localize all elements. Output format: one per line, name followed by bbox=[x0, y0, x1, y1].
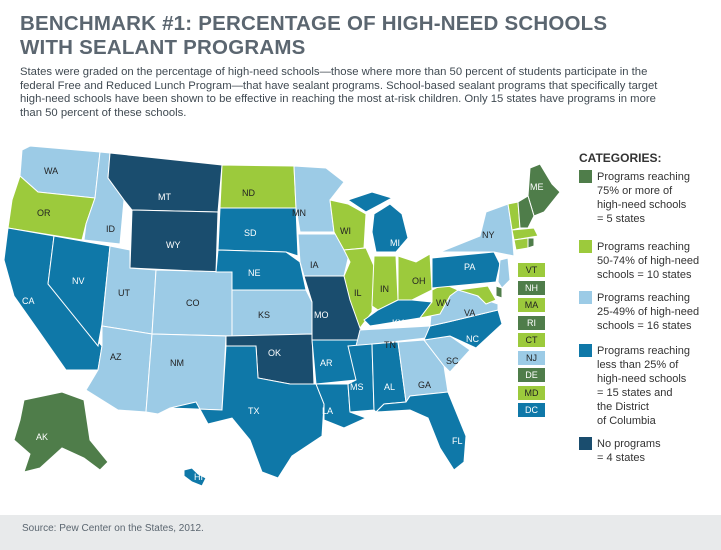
state-PA bbox=[431, 251, 501, 289]
category-label: Programs reaching less than 25% of high-… bbox=[597, 345, 690, 427]
state-label-nv: NV bbox=[72, 276, 85, 286]
category-swatch bbox=[579, 344, 592, 357]
state-label-co: CO bbox=[186, 298, 200, 308]
categories-heading: CATEGORIES: bbox=[579, 151, 662, 165]
category-swatch bbox=[579, 240, 592, 253]
state-ND bbox=[219, 164, 297, 209]
state-label-mt: MT bbox=[158, 192, 171, 202]
state-label-wi: WI bbox=[340, 226, 351, 236]
state-SD bbox=[217, 207, 299, 257]
category-label: Programs reaching 75% or more of high-ne… bbox=[597, 171, 690, 225]
state-KY bbox=[363, 299, 433, 327]
state-MI bbox=[346, 191, 409, 253]
state-label-me: ME bbox=[530, 182, 544, 192]
state-label-oh: OH bbox=[412, 276, 426, 286]
title-line-2: WITH SEALANT PROGRAMS bbox=[20, 36, 306, 59]
state-label-pa: PA bbox=[464, 262, 475, 272]
state-label-hi: HI bbox=[194, 472, 203, 482]
description: States were graded on the percentage of … bbox=[20, 66, 658, 119]
state-FL bbox=[374, 391, 467, 471]
state-label-va: VA bbox=[464, 308, 475, 318]
state-DE bbox=[495, 285, 503, 299]
state-RI bbox=[527, 237, 535, 249]
state-label-ar: AR bbox=[320, 358, 333, 368]
state-label-sc: SC bbox=[446, 356, 459, 366]
state-label-fl: FL bbox=[452, 436, 463, 446]
state-label-ut: UT bbox=[118, 288, 130, 298]
state-label-sd: SD bbox=[244, 228, 257, 238]
category-label: Programs reaching 50-74% of high-need sc… bbox=[597, 241, 700, 281]
category-swatch bbox=[579, 170, 592, 183]
state-label-ne: NE bbox=[248, 268, 261, 278]
state-label-id: ID bbox=[106, 224, 116, 234]
state-TX bbox=[169, 345, 325, 479]
state-NM bbox=[145, 333, 227, 415]
state-label-mo: MO bbox=[314, 310, 329, 320]
state-label-tn: TN bbox=[384, 340, 396, 350]
state-label-al: AL bbox=[384, 382, 395, 392]
state-labels: WA OR CA ID NV MT WY UT AZ CO NM ND SD N… bbox=[22, 166, 544, 482]
state-NJ bbox=[497, 257, 511, 289]
state-label-tx: TX bbox=[248, 406, 260, 416]
state-label-wy: WY bbox=[166, 240, 181, 250]
state-box-nj: NJ bbox=[518, 350, 545, 365]
state-label-nd: ND bbox=[242, 188, 255, 198]
state-OR bbox=[7, 175, 96, 241]
state-label-in: IN bbox=[380, 284, 389, 294]
state-box-ma: MA bbox=[518, 298, 545, 312]
title-line-1: BENCHMARK #1: PERCENTAGE OF HIGH-NEED SC… bbox=[20, 12, 608, 35]
state-label-ks: KS bbox=[258, 310, 270, 320]
state-label-wv: WV bbox=[436, 298, 451, 308]
state-label-ok: OK bbox=[268, 348, 281, 358]
state-label-ca: CA bbox=[22, 296, 35, 306]
state-label-nc: NC bbox=[466, 334, 479, 344]
page-title: BENCHMARK #1: PERCENTAGE OF HIGH-NEED SC… bbox=[20, 12, 710, 60]
state-label-ga: GA bbox=[418, 380, 431, 390]
state-label-ms: MS bbox=[350, 382, 364, 392]
state-label-mi: MI bbox=[390, 238, 400, 248]
state-box-nh: NH bbox=[518, 280, 545, 295]
us-map: WA OR CA ID NV MT WY UT AZ CO NM ND SD N… bbox=[3, 145, 561, 487]
state-label-il: IL bbox=[354, 288, 362, 298]
state-label-or: OR bbox=[37, 208, 51, 218]
state-MD bbox=[457, 285, 497, 305]
state-NY bbox=[439, 203, 515, 257]
category-swatch bbox=[579, 291, 592, 304]
state-label-mn: MN bbox=[292, 208, 306, 218]
state-label-wa: WA bbox=[44, 166, 58, 176]
state-label-ky: KY bbox=[392, 318, 404, 328]
state-box-de: DE bbox=[518, 368, 545, 382]
state-box-ct: CT bbox=[518, 333, 545, 347]
state-HI bbox=[183, 467, 207, 487]
state-IL bbox=[343, 247, 375, 330]
state-CT bbox=[513, 237, 529, 251]
state-AK bbox=[13, 391, 109, 473]
state-WV bbox=[418, 283, 459, 319]
state-box-md: MD bbox=[518, 385, 545, 400]
state-label-nm: NM bbox=[170, 358, 184, 368]
source-note: Source: Pew Center on the States, 2012. bbox=[22, 523, 204, 534]
footer: Source: Pew Center on the States, 2012. bbox=[0, 515, 721, 550]
state-label-ny: NY bbox=[482, 230, 495, 240]
state-KS bbox=[231, 289, 313, 337]
state-label-ia: IA bbox=[310, 260, 319, 270]
state-NH bbox=[517, 195, 535, 229]
state-label-la: LA bbox=[322, 406, 333, 416]
category-swatch bbox=[579, 437, 592, 450]
state-box-vt: VT bbox=[518, 263, 545, 277]
state-label-az: AZ bbox=[110, 352, 122, 362]
state-MT bbox=[107, 152, 223, 213]
category-label: No programs = 4 states bbox=[597, 438, 661, 464]
state-MA bbox=[511, 227, 539, 241]
state-label-ak: AK bbox=[36, 432, 48, 442]
state-box-dc: DC bbox=[518, 403, 545, 417]
state-box-ri: RI bbox=[518, 315, 545, 330]
category-label: Programs reaching 25-49% of high-need sc… bbox=[597, 292, 700, 332]
state-NV bbox=[47, 235, 111, 348]
